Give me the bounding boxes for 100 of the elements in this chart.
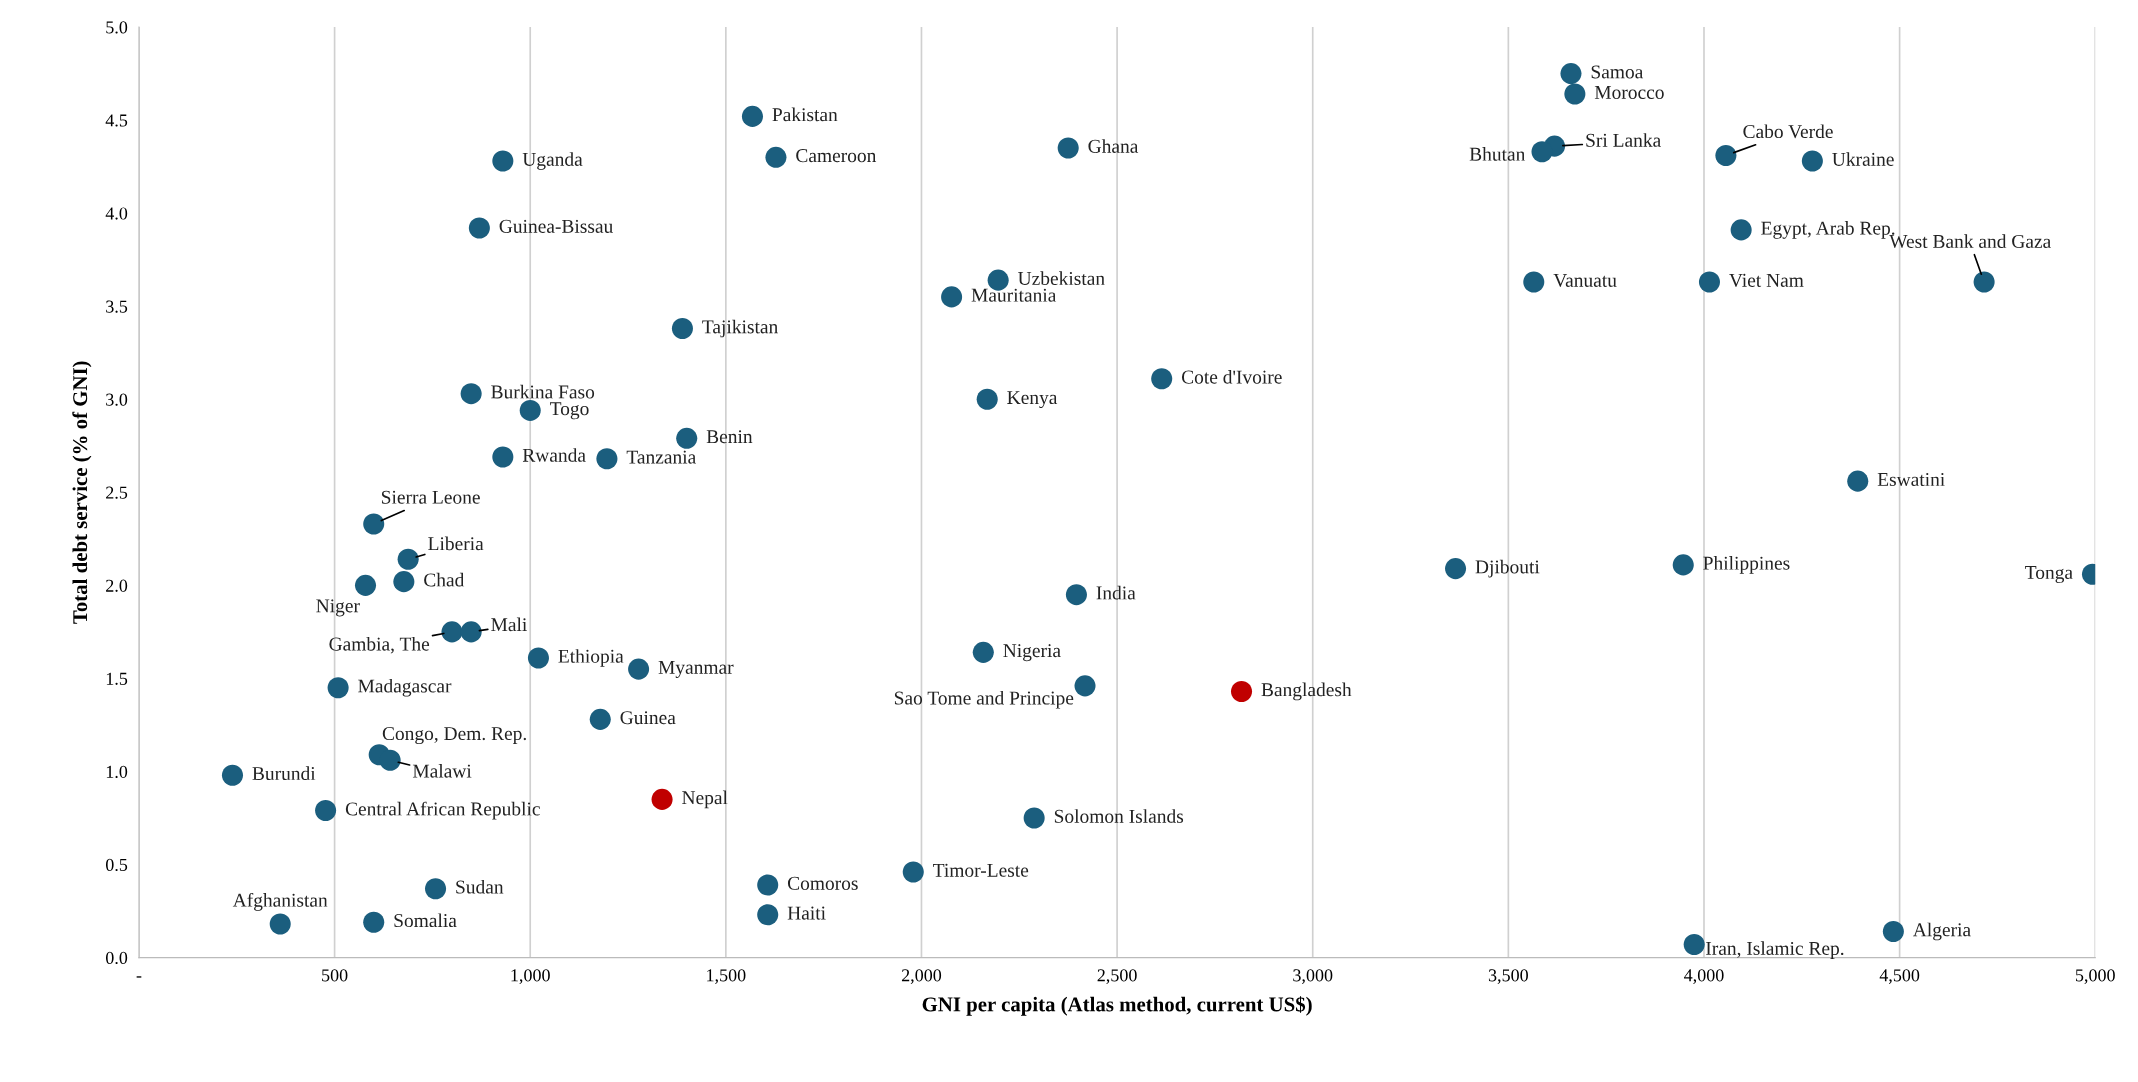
annotation: Cameroon bbox=[796, 149, 877, 163]
y-tick-label: 2.0 bbox=[106, 579, 128, 592]
annotation: India bbox=[1096, 585, 1136, 600]
point bbox=[1672, 554, 1694, 576]
y-tick-label: 3.0 bbox=[106, 393, 128, 406]
annotation: Sierra Leone bbox=[381, 490, 480, 504]
point bbox=[1057, 137, 1079, 159]
point bbox=[1564, 83, 1586, 105]
annotation: Solomon Islands bbox=[1054, 809, 1184, 823]
annotation: Vanuatu bbox=[1553, 273, 1617, 287]
point bbox=[379, 749, 401, 771]
annotation: Algeria bbox=[1912, 922, 1971, 941]
point bbox=[757, 874, 779, 896]
y-tick-label: 5.0 bbox=[106, 21, 128, 34]
point bbox=[1230, 680, 1253, 702]
annotation: Ethiopia bbox=[558, 649, 624, 667]
x-tick-label: - bbox=[136, 976, 142, 978]
y-tick-label: 0.5 bbox=[105, 858, 128, 872]
point bbox=[354, 574, 377, 596]
annotation: Chad bbox=[424, 572, 465, 587]
point bbox=[671, 318, 693, 340]
x-tick-label: 500 bbox=[322, 969, 348, 982]
annotation: Benin bbox=[706, 430, 753, 444]
annotation: Burundi bbox=[252, 766, 316, 781]
point bbox=[315, 800, 337, 822]
point bbox=[628, 658, 650, 680]
point bbox=[397, 548, 419, 570]
point bbox=[460, 621, 482, 643]
point bbox=[363, 513, 385, 535]
point bbox=[527, 647, 549, 669]
annotation: Nepal bbox=[682, 790, 728, 809]
point bbox=[1074, 675, 1096, 697]
annotation: Guinea bbox=[620, 711, 676, 725]
annotation: Kenya bbox=[1007, 391, 1058, 409]
x-tick-label: 2,500 bbox=[1097, 969, 1137, 984]
point bbox=[1023, 807, 1045, 829]
point bbox=[1847, 470, 1869, 492]
annotation: Sao Tome and Principe bbox=[894, 690, 1074, 709]
annotation: Uzbekistan bbox=[1018, 271, 1105, 286]
x-tick-label: 3,500 bbox=[1488, 969, 1528, 984]
annotation: Tanzania bbox=[626, 450, 696, 464]
point bbox=[519, 399, 541, 421]
point bbox=[1882, 920, 1904, 943]
x-tick-label: 1,500 bbox=[707, 969, 746, 984]
point bbox=[1560, 63, 1582, 85]
point bbox=[596, 448, 618, 470]
annotation: Ukraine bbox=[1832, 152, 1894, 166]
x-tick-label: 1,000 bbox=[511, 969, 550, 984]
point bbox=[1445, 558, 1467, 580]
point bbox=[976, 388, 998, 410]
y-tick-label: 4.0 bbox=[105, 207, 128, 220]
annotation: Myanmar bbox=[658, 661, 734, 678]
annotation: Liberia bbox=[428, 536, 484, 551]
y-tick-label: 0.0 bbox=[105, 951, 128, 965]
annotation: Djibouti bbox=[1475, 559, 1540, 578]
point bbox=[1531, 141, 1553, 163]
annotation: Cabo Verde bbox=[1743, 124, 1833, 139]
annotation: Philippines bbox=[1703, 556, 1790, 574]
point bbox=[589, 708, 611, 730]
point bbox=[221, 764, 244, 786]
y-tick-label: 2.5 bbox=[106, 486, 128, 499]
point bbox=[972, 641, 994, 663]
x-axis-title: GNI per capita (Atlas method, current US$) bbox=[922, 996, 1312, 1016]
point bbox=[393, 571, 415, 593]
annotation: Guinea-Bissau bbox=[499, 219, 613, 233]
annotation: Comoros bbox=[787, 876, 858, 890]
point bbox=[902, 861, 924, 883]
annotation: Tonga bbox=[2025, 566, 2073, 584]
point bbox=[269, 913, 291, 935]
point bbox=[741, 105, 763, 127]
x-tick-label: 2,000 bbox=[901, 969, 942, 984]
annotation: Sudan bbox=[456, 879, 504, 894]
point bbox=[1801, 150, 1823, 172]
x-tick-label: 4,500 bbox=[1879, 969, 1920, 984]
annotation: Bhutan bbox=[1469, 147, 1526, 161]
point bbox=[676, 427, 698, 449]
y-axis-title: Total debt service (% of GNI) bbox=[72, 361, 92, 624]
annotation: Ghana bbox=[1088, 139, 1139, 153]
annotation: Central African Republic bbox=[345, 801, 540, 820]
point bbox=[1715, 144, 1737, 166]
y-tick-label: 4.5 bbox=[105, 114, 128, 127]
annotation: Togo bbox=[550, 402, 589, 420]
point bbox=[492, 446, 514, 468]
annotation: Rwanda bbox=[522, 448, 586, 462]
point bbox=[1065, 584, 1087, 606]
annotation: Samoa bbox=[1591, 65, 1644, 79]
annotation: Mauritania bbox=[971, 288, 1057, 302]
point bbox=[941, 286, 963, 308]
y-tick-label: 3.5 bbox=[106, 300, 128, 313]
annotation: Mali bbox=[491, 617, 527, 632]
point bbox=[441, 621, 463, 643]
annotation: Burkina Faso bbox=[491, 384, 595, 399]
y-tick-label: 1.5 bbox=[106, 672, 128, 685]
annotation: Tajikistan bbox=[702, 319, 778, 338]
point bbox=[327, 677, 349, 699]
annotation: Uganda bbox=[522, 152, 583, 170]
annotation: Gambia, The bbox=[329, 636, 430, 654]
annotation: Cote d'Ivoire bbox=[1181, 369, 1282, 384]
annotation: Iran, Islamic Rep. bbox=[1706, 941, 1844, 959]
annotation: Somalia bbox=[394, 913, 457, 928]
